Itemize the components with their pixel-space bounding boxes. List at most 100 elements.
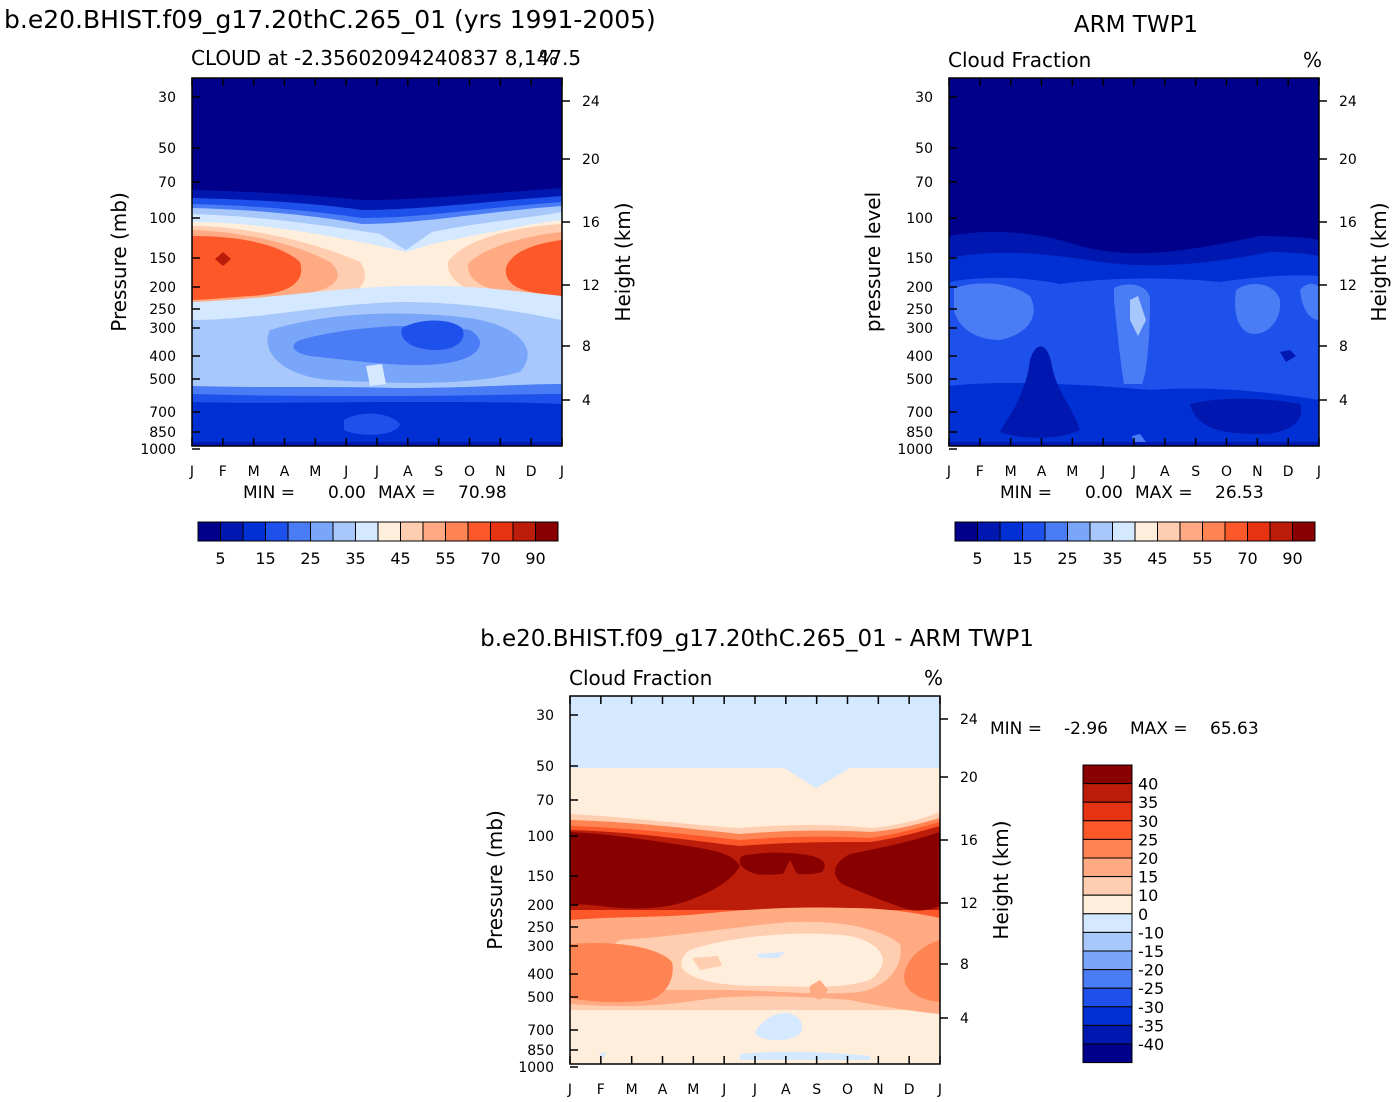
diff-colorbar-label: -20 [1138,961,1164,980]
diff-y-tick-label: 150 [527,869,554,885]
model-colorbar-label: 45 [390,549,410,568]
obs-x-tick-label: D [1283,464,1294,480]
model-x-tick-label: A [280,464,290,480]
diff-units: % [924,666,943,690]
diff-colorbar-box [1082,783,1133,803]
diff-y-right-ticks: 24 20 16 12 8 4 [940,712,978,1027]
model-x-tick-label: J [559,464,564,480]
obs-colorbar-box [954,521,978,542]
obs-y-tick-label: 850 [906,425,933,441]
model-colorbar-box [535,521,559,542]
diff-colorbar-box [1082,838,1133,859]
model-y-tick-label: 850 [149,425,176,441]
diff-colorbar-box [1082,764,1133,785]
diff-x-tick-label: N [873,1082,883,1098]
obs-y-right-tick-label: 16 [1339,215,1357,231]
diff-x-tick-label: F [597,1082,605,1098]
model-contour-field [192,78,562,446]
obs-y-tick-label: 100 [906,211,933,227]
obs-colorbar: 5 15 25 35 45 55 70 90 [954,521,1316,568]
model-colorbar: 5 15 25 35 45 55 70 90 [197,521,559,568]
diff-y-tick-label: 50 [536,759,554,775]
diff-colorbar-label: 20 [1138,849,1158,868]
diff-colorbar-label: 15 [1138,868,1158,887]
obs-colorbar-label: 25 [1057,549,1077,568]
diff-y-right-tick-label: 24 [960,712,978,728]
model-y-right-tick-label: 20 [582,152,600,168]
obs-y-tick-label: 300 [906,321,933,337]
diff-colorbar-label: 10 [1138,886,1158,905]
diff-colorbar-box [1082,913,1133,933]
model-y-right-axis-label: Height (km) [611,202,635,321]
diff-x-tick-label: J [721,1082,726,1098]
diff-x-tick-label: S [812,1082,821,1098]
model-y-right-tick-label: 8 [582,339,591,355]
diff-y-tick-label: 200 [527,898,554,914]
obs-x-tick-label: M [1066,464,1078,480]
obs-x-tick-label: J [1316,464,1321,480]
diff-colorbar-box [1082,894,1133,915]
obs-y-tick-label: 500 [906,372,933,388]
obs-x-tick-label: J [1131,464,1136,480]
model-y-tick-label: 500 [149,372,176,388]
obs-x-tick-label: J [946,464,951,480]
model-colorbar-box [332,521,356,542]
diff-y-axis-label: Pressure (mb) [483,810,507,950]
model-y-tick-label: 50 [158,141,176,157]
model-min-label: MIN = [243,483,295,503]
obs-y-tick-label: 70 [915,175,933,191]
model-x-tick-label: J [374,464,379,480]
model-colorbar-box [310,521,334,542]
diff-y-tick-label: 70 [536,793,554,809]
diff-colorbar-box [1082,987,1133,1008]
diff-colorbar-label: -35 [1138,1016,1164,1035]
model-colorbar-box [287,521,311,542]
obs-min-label: MIN = [1000,483,1052,503]
model-y-tick-label: 100 [149,211,176,227]
obs-colorbar-box [1067,521,1091,542]
diff-x-tick-label: A [781,1082,791,1098]
model-y-right-tick-label: 12 [582,278,600,294]
obs-y-right-ticks: 24 20 16 12 8 4 [1319,94,1357,409]
model-x-tick-label: J [189,464,194,480]
diff-colorbar-label: 40 [1138,775,1158,794]
obs-left-title: Cloud Fraction [948,48,1091,72]
model-y-right-tick-label: 16 [582,215,600,231]
model-x-tick-label: M [248,464,260,480]
model-colorbar-box [377,521,401,542]
diff-y-right-tick-label: 4 [960,1011,969,1027]
obs-y-right-tick-label: 12 [1339,278,1357,294]
diff-y-tick-label: 300 [527,939,554,955]
obs-y-right-tick-label: 24 [1339,94,1357,110]
obs-x-tick-label: S [1191,464,1200,480]
diff-main-title: b.e20.BHIST.f09_g17.20thC.265_01 - ARM T… [480,626,1034,652]
diff-colorbar-label: 30 [1138,812,1158,831]
diff-colorbar-label: -25 [1138,979,1164,998]
diff-y-right-tick-label: 8 [960,957,969,973]
model-y-axis-label: Pressure (mb) [107,192,131,332]
model-colorbar-box [512,521,536,542]
diff-colorbar-box [1082,950,1133,971]
obs-y-right-tick-label: 8 [1339,339,1348,355]
model-colorbar-label: 25 [300,549,320,568]
obs-contour-field [949,78,1319,446]
model-y-right-tick-label: 24 [582,94,600,110]
diff-y-tick-label: 30 [536,708,554,724]
model-colorbar-label: 5 [215,549,225,568]
diff-y-right-tick-label: 20 [960,770,978,786]
model-colorbar-box [220,521,244,542]
model-x-tick-label: M [309,464,321,480]
obs-x-tick-label: A [1160,464,1170,480]
model-y-tick-label: 250 [149,302,176,318]
diff-y-tick-label: 1000 [518,1060,554,1076]
diff-max-value: 65.63 [1210,719,1259,739]
diff-colorbar-box [1082,1006,1133,1026]
obs-colorbar-box [1224,521,1248,542]
diff-y-tick-label: 500 [527,990,554,1006]
model-colorbar-box [467,521,491,542]
model-y-tick-label: 200 [149,280,176,296]
